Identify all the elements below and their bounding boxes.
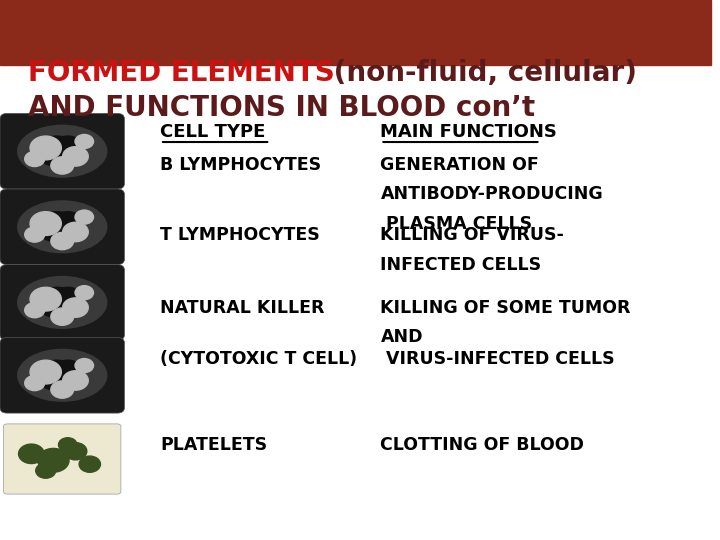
Circle shape xyxy=(51,308,73,325)
Circle shape xyxy=(30,287,61,311)
Circle shape xyxy=(75,286,94,300)
Circle shape xyxy=(24,151,45,166)
Circle shape xyxy=(36,463,55,478)
Circle shape xyxy=(52,136,84,160)
Text: MAIN FUNCTIONS: MAIN FUNCTIONS xyxy=(380,123,557,141)
Text: PLATELETS: PLATELETS xyxy=(160,436,267,455)
FancyBboxPatch shape xyxy=(0,265,125,340)
Circle shape xyxy=(37,212,76,242)
FancyBboxPatch shape xyxy=(0,189,125,265)
Ellipse shape xyxy=(17,276,107,329)
Circle shape xyxy=(30,212,61,235)
FancyBboxPatch shape xyxy=(0,338,125,413)
Text: (CYTOTOXIC T CELL): (CYTOTOXIC T CELL) xyxy=(160,350,357,368)
Circle shape xyxy=(24,227,45,242)
Text: VIRUS-INFECTED CELLS: VIRUS-INFECTED CELLS xyxy=(380,350,615,368)
Circle shape xyxy=(30,136,61,160)
Circle shape xyxy=(75,134,94,149)
Circle shape xyxy=(37,360,76,390)
Circle shape xyxy=(52,212,84,235)
Circle shape xyxy=(75,210,94,224)
Circle shape xyxy=(51,157,73,174)
Text: KILLING OF SOME TUMOR: KILLING OF SOME TUMOR xyxy=(380,299,631,317)
Text: GENERATION OF: GENERATION OF xyxy=(380,156,539,174)
Circle shape xyxy=(37,136,76,166)
Circle shape xyxy=(58,438,77,452)
Circle shape xyxy=(63,222,89,242)
FancyBboxPatch shape xyxy=(0,113,125,189)
Text: ANTIBODY-PRODUCING: ANTIBODY-PRODUCING xyxy=(380,185,603,204)
Circle shape xyxy=(79,456,101,472)
Text: INFECTED CELLS: INFECTED CELLS xyxy=(380,255,541,274)
Text: CELL TYPE: CELL TYPE xyxy=(160,123,266,141)
Text: NATURAL KILLER: NATURAL KILLER xyxy=(160,299,325,317)
Text: (non-fluid, cellular): (non-fluid, cellular) xyxy=(323,59,636,87)
Circle shape xyxy=(51,232,73,249)
Text: B LYMPHOCYTES: B LYMPHOCYTES xyxy=(160,156,321,174)
Circle shape xyxy=(63,147,89,166)
Ellipse shape xyxy=(17,349,107,402)
Circle shape xyxy=(64,443,87,460)
Ellipse shape xyxy=(17,125,107,178)
Circle shape xyxy=(37,287,76,318)
Text: AND: AND xyxy=(380,328,423,347)
Circle shape xyxy=(37,448,69,472)
Circle shape xyxy=(24,302,45,318)
Circle shape xyxy=(51,381,73,398)
Circle shape xyxy=(63,371,89,390)
Circle shape xyxy=(75,359,94,373)
Circle shape xyxy=(24,375,45,390)
Text: PLASMA CELLS: PLASMA CELLS xyxy=(380,215,533,233)
Circle shape xyxy=(63,298,89,318)
Circle shape xyxy=(52,287,84,311)
Text: T LYMPHOCYTES: T LYMPHOCYTES xyxy=(160,226,320,244)
Circle shape xyxy=(30,360,61,384)
FancyBboxPatch shape xyxy=(4,424,121,494)
Text: AND FUNCTIONS IN BLOOD con’t: AND FUNCTIONS IN BLOOD con’t xyxy=(29,94,536,122)
Text: CLOTTING OF BLOOD: CLOTTING OF BLOOD xyxy=(380,436,585,455)
Circle shape xyxy=(52,360,84,384)
Text: KILLING OF VIRUS-: KILLING OF VIRUS- xyxy=(380,226,564,244)
Bar xyxy=(0,0,711,65)
Circle shape xyxy=(19,444,44,463)
Text: FORMED ELEMENTS: FORMED ELEMENTS xyxy=(29,59,336,87)
Ellipse shape xyxy=(17,200,107,253)
